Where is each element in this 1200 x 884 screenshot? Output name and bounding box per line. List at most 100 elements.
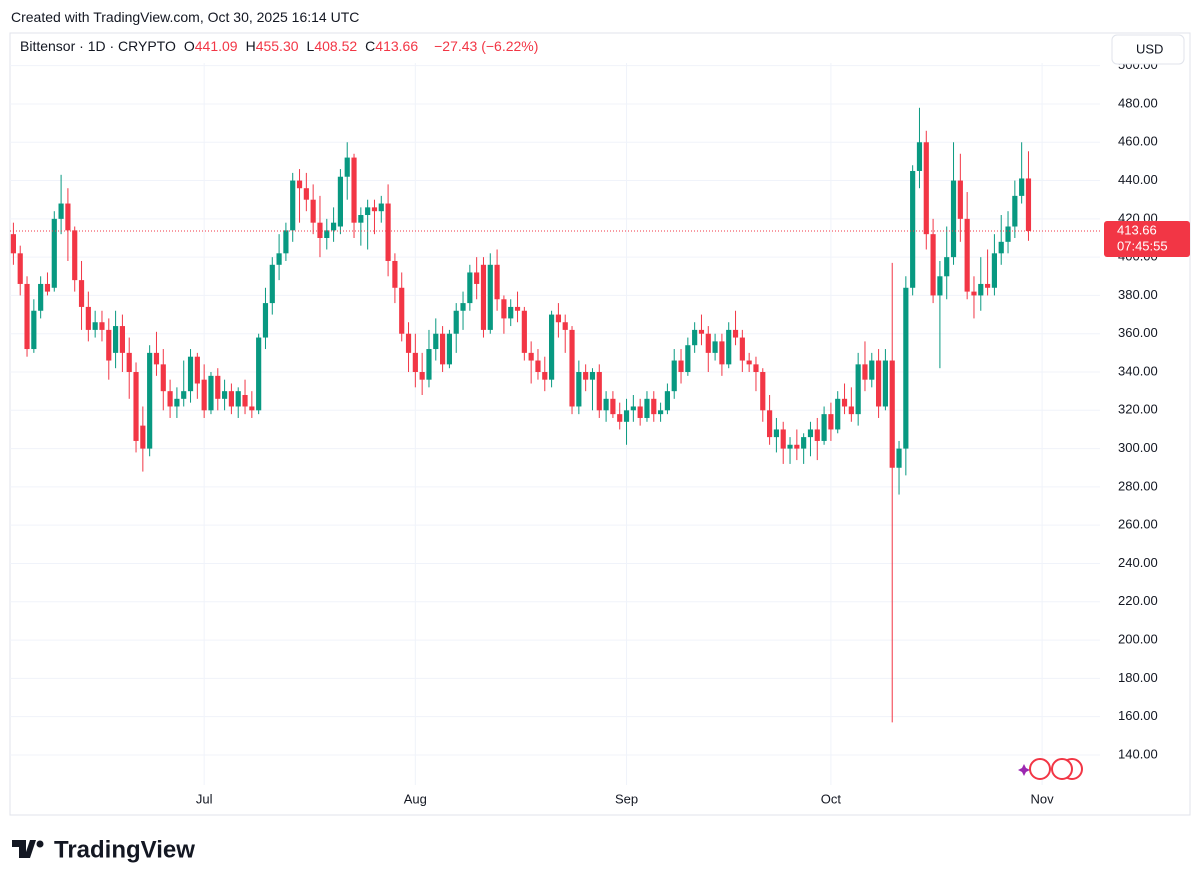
candle-body <box>930 234 936 296</box>
candle-body <box>569 329 575 407</box>
candle-body <box>405 333 412 353</box>
candle-body <box>971 291 977 296</box>
candle-body <box>807 429 814 438</box>
candle-body <box>276 253 282 265</box>
symbol-header: Bittensor · 1D · CRYPTO O441.09 H455.30 L4… <box>20 38 538 54</box>
candle-body <box>910 170 916 288</box>
candle-body <box>167 391 173 407</box>
last-price-box <box>1104 220 1190 257</box>
ohlc-value: 455.30 <box>255 38 299 54</box>
candle-body <box>562 322 568 330</box>
candle-body <box>848 406 854 415</box>
brand-logo <box>12 840 44 858</box>
change: −27.43 (−6.22%) <box>434 38 539 54</box>
candle-body <box>623 410 630 422</box>
candle-body <box>617 414 623 422</box>
candle-body <box>896 448 902 468</box>
candle-body <box>44 283 51 292</box>
candle-body <box>746 360 752 365</box>
candle-body <box>841 398 848 407</box>
candle-body <box>869 360 875 380</box>
candle-body <box>31 310 37 350</box>
candle-body <box>630 406 636 411</box>
candle-body <box>269 264 275 304</box>
y-tick-label: 200.00 <box>1118 632 1158 647</box>
candle-body <box>310 199 316 223</box>
candle-body <box>487 264 493 330</box>
candle-body <box>399 287 405 334</box>
y-tick-label: 260.00 <box>1118 517 1158 532</box>
candle-body <box>501 299 507 319</box>
event-icons <box>1018 758 1083 780</box>
candle-body <box>991 253 997 288</box>
currency: USD <box>1136 41 1163 56</box>
candle-body <box>38 283 44 311</box>
candle-body <box>426 349 432 380</box>
candle-body <box>303 188 309 200</box>
chart-frame <box>9 32 1191 816</box>
candle-body <box>780 429 786 449</box>
candle-body <box>644 398 650 418</box>
candle-body <box>371 207 378 212</box>
candle-body <box>474 272 480 284</box>
candle-body <box>99 322 105 330</box>
candle-body <box>712 341 718 353</box>
candle-body <box>828 414 834 430</box>
candle-body <box>787 444 793 449</box>
candle-body <box>412 352 418 373</box>
candle-body <box>698 329 705 334</box>
candle-body <box>1005 226 1011 242</box>
ohlc-value: 408.52 <box>314 38 358 54</box>
x-tick-label: Aug <box>404 791 427 806</box>
candle-body <box>222 391 228 399</box>
candle-body <box>542 372 548 380</box>
candle-body <box>51 218 57 288</box>
candle-body <box>944 257 950 277</box>
y-tick-label: 300.00 <box>1118 440 1158 455</box>
ohlc-item: C413.66 <box>365 38 418 54</box>
ohlc-key: O <box>183 38 195 54</box>
candle-body <box>467 272 473 304</box>
candle-body <box>317 222 323 238</box>
candle-body <box>419 372 425 380</box>
candle-body <box>664 391 670 411</box>
candle-body <box>78 280 85 307</box>
x-axis: Jul Aug Sep Oct Nov <box>196 791 1054 806</box>
y-tick-label: 280.00 <box>1118 478 1158 493</box>
symbol: Bittensor · 1D · CRYPTO <box>20 38 176 54</box>
y-tick-label: 160.00 <box>1118 708 1158 723</box>
candle-body <box>58 203 64 219</box>
candle-body <box>508 306 514 319</box>
candle-body <box>392 260 398 288</box>
candle-body <box>194 356 200 384</box>
candle-body <box>494 264 500 300</box>
candle-body <box>440 333 446 365</box>
candle-body <box>126 352 132 373</box>
candle-body <box>555 314 561 323</box>
candle-body <box>17 253 23 284</box>
candle-body <box>235 391 241 407</box>
candle-body <box>106 329 112 361</box>
candle-body <box>998 241 1004 254</box>
candle-body <box>658 410 664 415</box>
y-tick-label: 340.00 <box>1118 363 1158 378</box>
candle-body <box>290 180 296 231</box>
candle-body <box>835 398 841 430</box>
brand-name: TradingView <box>54 836 195 863</box>
candle-body <box>433 333 439 350</box>
ohlc: O441.09 H455.30 L408.52 C413.66 <box>184 38 426 54</box>
x-tick-label: Nov <box>1031 791 1055 806</box>
candle-body <box>801 437 807 449</box>
candle-body <box>181 391 187 399</box>
candle-body <box>337 176 343 227</box>
candle-body <box>160 364 166 392</box>
candle-body <box>119 326 125 353</box>
x-tick-label: Jul <box>196 791 213 806</box>
candle-body <box>964 218 970 292</box>
currency-button[interactable] <box>1111 34 1185 65</box>
candle-body <box>923 142 929 235</box>
candle-body <box>378 203 384 212</box>
candle-body <box>862 364 868 380</box>
created-note: Created with TradingView.com, Oct 30, 20… <box>11 9 360 25</box>
